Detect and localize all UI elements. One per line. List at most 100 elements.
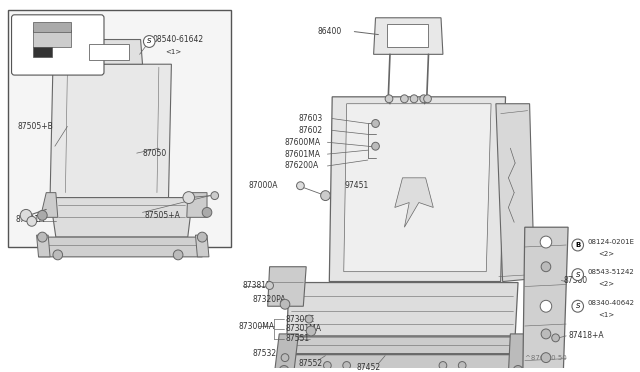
Text: ^870 10 50: ^870 10 50 (525, 355, 566, 360)
Circle shape (53, 250, 63, 260)
Text: 87552: 87552 (298, 359, 323, 368)
Polygon shape (508, 334, 529, 372)
Text: 87320PA: 87320PA (252, 295, 286, 304)
Polygon shape (395, 178, 433, 227)
Circle shape (401, 95, 408, 103)
Circle shape (572, 269, 584, 280)
Text: 87505+A: 87505+A (145, 211, 180, 220)
Circle shape (572, 300, 584, 312)
Text: 87452: 87452 (356, 363, 380, 372)
Polygon shape (523, 227, 568, 372)
Circle shape (343, 362, 351, 369)
Circle shape (211, 192, 219, 199)
Text: 87600MA: 87600MA (284, 138, 320, 147)
Polygon shape (75, 39, 143, 64)
Circle shape (38, 211, 47, 220)
Bar (387, 24, 428, 47)
Polygon shape (275, 334, 298, 372)
Text: 87532: 87532 (252, 349, 276, 358)
Text: 87000A: 87000A (248, 181, 278, 190)
Polygon shape (374, 18, 443, 54)
FancyBboxPatch shape (12, 15, 104, 75)
Text: 876200A: 876200A (284, 161, 318, 170)
Polygon shape (496, 104, 534, 282)
Bar (33, 30, 71, 47)
Circle shape (513, 366, 523, 372)
Text: <1>: <1> (598, 312, 614, 318)
Polygon shape (40, 193, 58, 217)
Text: <1>: <1> (166, 49, 182, 55)
Polygon shape (187, 193, 207, 217)
Circle shape (296, 182, 304, 190)
Circle shape (540, 300, 552, 312)
Text: 08543-51242: 08543-51242 (588, 269, 634, 275)
Text: 87380: 87380 (563, 276, 588, 285)
Polygon shape (282, 337, 523, 354)
Polygon shape (50, 198, 193, 237)
Text: B: B (575, 242, 580, 248)
Text: 08540-61642: 08540-61642 (152, 35, 204, 44)
Polygon shape (330, 97, 506, 282)
Polygon shape (36, 235, 50, 257)
Circle shape (372, 119, 380, 128)
Text: 08124-0201E: 08124-0201E (588, 239, 634, 245)
Circle shape (279, 366, 289, 372)
Circle shape (197, 232, 207, 242)
Circle shape (183, 192, 195, 203)
Bar (8, 10, 231, 247)
Polygon shape (268, 267, 306, 306)
Text: S: S (575, 303, 580, 309)
Text: 08340-40642: 08340-40642 (588, 300, 634, 306)
Circle shape (202, 208, 212, 217)
Circle shape (20, 209, 32, 221)
Bar (88, 45, 129, 60)
Bar (33, 47, 52, 57)
Circle shape (281, 354, 289, 362)
Text: 87501A: 87501A (15, 215, 45, 224)
Text: 87050: 87050 (143, 149, 167, 158)
Text: 97451: 97451 (345, 181, 369, 190)
Circle shape (305, 315, 313, 323)
Circle shape (173, 250, 183, 260)
Circle shape (439, 362, 447, 369)
Text: <2>: <2> (598, 280, 614, 286)
Text: 87418+A: 87418+A (568, 331, 604, 340)
Circle shape (143, 36, 155, 47)
Circle shape (541, 329, 551, 339)
Circle shape (27, 217, 36, 226)
Circle shape (321, 191, 330, 201)
Circle shape (541, 353, 551, 363)
Text: 87551: 87551 (286, 334, 310, 343)
Circle shape (420, 95, 428, 103)
Text: 87505+B: 87505+B (17, 122, 53, 131)
Polygon shape (38, 237, 202, 257)
Text: S: S (575, 272, 580, 278)
Circle shape (372, 142, 380, 150)
Polygon shape (50, 64, 172, 198)
Text: 87601MA: 87601MA (284, 150, 320, 158)
Text: S: S (147, 38, 152, 45)
Circle shape (410, 95, 418, 103)
Circle shape (572, 239, 584, 251)
Circle shape (306, 326, 316, 336)
Text: 87381N: 87381N (243, 281, 273, 290)
Circle shape (552, 334, 559, 342)
Circle shape (540, 236, 552, 248)
Text: 87300E: 87300E (286, 315, 315, 324)
Circle shape (266, 282, 273, 289)
Circle shape (38, 232, 47, 242)
Text: 87603: 87603 (298, 114, 323, 123)
Polygon shape (195, 235, 209, 257)
Text: 87301MA: 87301MA (286, 324, 322, 333)
Circle shape (458, 362, 466, 369)
Polygon shape (287, 283, 518, 336)
Polygon shape (344, 104, 491, 272)
Text: <2>: <2> (598, 251, 614, 257)
Polygon shape (279, 355, 527, 371)
Circle shape (385, 95, 393, 103)
Bar (33, 22, 71, 32)
Text: 87300MA: 87300MA (239, 321, 275, 330)
Text: 86400: 86400 (317, 27, 342, 36)
Circle shape (424, 95, 431, 103)
Circle shape (541, 262, 551, 272)
